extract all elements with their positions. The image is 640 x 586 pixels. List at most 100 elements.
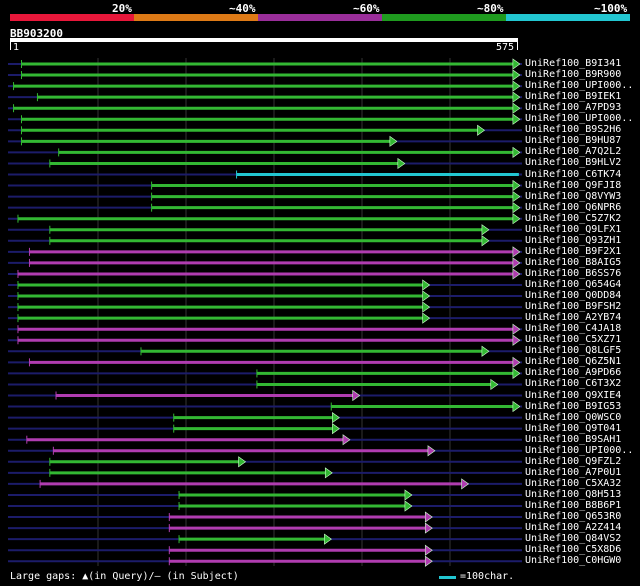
hit-label[interactable]: UniRef100_Q9LFX1	[525, 223, 622, 235]
hit-label[interactable]: UniRef100_B9R900	[525, 69, 622, 81]
scale-label: =100char.	[460, 571, 515, 582]
hit-label[interactable]: UniRef100_B9IEK1	[525, 91, 622, 103]
hit-end-arrow	[238, 456, 247, 468]
hit-end-arrow	[512, 323, 521, 335]
hit-end-arrow	[424, 511, 433, 523]
hit-end-arrow	[324, 533, 332, 545]
legend-segment-80	[382, 14, 506, 21]
hit-label[interactable]: UniRef100_Q8LGF5	[525, 345, 622, 357]
hit-end-arrow	[512, 102, 521, 114]
hit-label[interactable]: UniRef100_A9PD66	[525, 367, 622, 379]
hit-end-arrow	[512, 213, 521, 225]
ruler-start-tick	[10, 42, 11, 50]
hit-end-arrow	[512, 146, 521, 158]
legend-label-60: ~60%	[353, 2, 380, 15]
hit-end-arrow	[512, 257, 521, 269]
legend-label-80: ~80%	[477, 2, 504, 15]
hit-label[interactable]: UniRef100_C5X8D6	[525, 544, 622, 556]
hit-label[interactable]: UniRef100_Q653R0	[525, 511, 622, 523]
hit-label[interactable]: UniRef100_B9SAH1	[525, 433, 622, 445]
hit-label[interactable]: UniRef100_Q0WSC0	[525, 411, 622, 423]
hit-label[interactable]: UniRef100_B9S2H6	[525, 124, 622, 136]
hit-label[interactable]: UniRef100_C5Z7K2	[525, 212, 622, 224]
hit-end-arrow	[404, 500, 413, 512]
hit-label[interactable]: UniRef100_C4JA18	[525, 323, 622, 335]
hit-label[interactable]: UniRef100_Q9XIE4	[525, 389, 622, 401]
hit-end-arrow	[481, 345, 490, 357]
hit-label[interactable]: UniRef100_B6SS76	[525, 267, 622, 279]
query-id: BB903200	[10, 27, 63, 40]
hit-end-arrow	[332, 423, 340, 435]
hit-label[interactable]: UniRef100_Q654G4	[525, 279, 622, 290]
hit-label[interactable]: UniRef100_C0HGW0	[525, 555, 622, 567]
hit-end-arrow	[512, 268, 521, 280]
hit-label[interactable]: UniRef100_B8B6P1	[525, 500, 622, 511]
hit-label[interactable]: UniRef100_B9FSH2	[525, 301, 622, 313]
hit-end-arrow	[397, 157, 406, 170]
ruler-start-label: 1	[13, 42, 20, 53]
hit-label[interactable]: UniRef100_Q84VS2	[525, 533, 622, 545]
hit-end-arrow	[424, 522, 433, 534]
hit-label[interactable]: UniRef100_Q9FZL2	[525, 455, 622, 467]
hit-end-arrow	[512, 113, 521, 125]
hit-end-arrow	[481, 224, 490, 236]
hit-label[interactable]: UniRef100_C5XA32	[525, 477, 622, 489]
hit-label[interactable]: UniRef100_Q9T041	[525, 422, 622, 434]
legend-segment-40	[134, 14, 258, 21]
hit-label[interactable]: UniRef100_C5XZ71	[525, 334, 622, 346]
hit-label[interactable]: UniRef100_Q93ZH1	[525, 234, 622, 246]
hit-label[interactable]: UniRef100_B9HU87	[525, 135, 622, 147]
hit-end-arrow	[481, 235, 490, 247]
hit-label[interactable]: UniRef100_A7PD93	[525, 102, 622, 114]
hit-end-arrow	[512, 400, 521, 413]
hit-end-arrow	[512, 367, 521, 379]
hit-end-arrow	[422, 312, 431, 324]
hit-end-arrow	[477, 124, 486, 136]
hit-label[interactable]: UniRef100_Q0DD84	[525, 290, 622, 302]
hit-label[interactable]: UniRef100_B8AIG5	[525, 256, 622, 268]
ruler-end-label: 575	[496, 42, 515, 53]
gaps-legend: Large gaps: ▲(in Query)/– (in Subject)	[10, 571, 239, 582]
hit-label[interactable]: UniRef100_Q6Z5N1	[525, 356, 622, 368]
hit-label[interactable]: UniRef100_UPI000..	[525, 113, 634, 125]
hit-label[interactable]: UniRef100_A2Z414	[525, 522, 622, 534]
ruler-end-tick	[517, 42, 518, 50]
hit-label[interactable]: UniRef100_Q6NPR6	[525, 201, 622, 213]
hit-end-arrow	[512, 69, 521, 81]
hit-label[interactable]: UniRef100_UPI000..	[525, 80, 634, 92]
hit-label[interactable]: UniRef100_C6TK74	[525, 168, 622, 180]
legend-segment-100	[506, 14, 630, 21]
hit-label[interactable]: UniRef100_UPI000..	[525, 444, 634, 456]
hit-label[interactable]: UniRef100_B9I341	[525, 58, 622, 69]
hit-end-arrow	[512, 191, 521, 203]
legend-label-40: ~40%	[229, 2, 256, 15]
hit-end-arrow	[342, 434, 351, 446]
hit-end-arrow	[512, 334, 521, 346]
hit-end-arrow	[512, 179, 521, 192]
hit-end-arrow	[422, 301, 431, 313]
hit-end-arrow	[422, 279, 431, 291]
hit-end-arrow	[427, 445, 436, 457]
hit-label[interactable]: UniRef100_A7Q2L2	[525, 146, 622, 158]
legend-segment-20	[10, 14, 134, 21]
hit-label[interactable]: UniRef100_C6T3X2	[525, 378, 622, 390]
hit-label[interactable]: UniRef100_Q8H513	[525, 488, 622, 500]
hit-end-arrow	[332, 412, 340, 424]
hit-label[interactable]: UniRef100_B9IG53	[525, 400, 622, 412]
hit-label[interactable]: UniRef100_B9HLV2	[525, 157, 622, 169]
hit-label[interactable]: UniRef100_A7P0U1	[525, 466, 622, 478]
hit-label[interactable]: UniRef100_Q8VYW3	[525, 190, 622, 202]
hit-label[interactable]: UniRef100_B9F2X1	[525, 245, 622, 257]
identity-color-legend	[10, 14, 630, 21]
hit-end-arrow	[404, 489, 413, 501]
legend-label-20: 20%	[112, 2, 132, 15]
hit-end-arrow	[512, 80, 521, 92]
hit-end-arrow	[512, 58, 521, 70]
legend-label-100: ~100%	[594, 2, 628, 15]
hit-label[interactable]: UniRef100_A2YB74	[525, 312, 622, 324]
scale-bar	[439, 576, 456, 579]
hit-end-arrow	[512, 246, 521, 258]
hit-label[interactable]: UniRef100_Q9FJI8	[525, 179, 622, 191]
hit-end-arrow	[424, 544, 433, 556]
hit-end-arrow	[422, 290, 431, 302]
